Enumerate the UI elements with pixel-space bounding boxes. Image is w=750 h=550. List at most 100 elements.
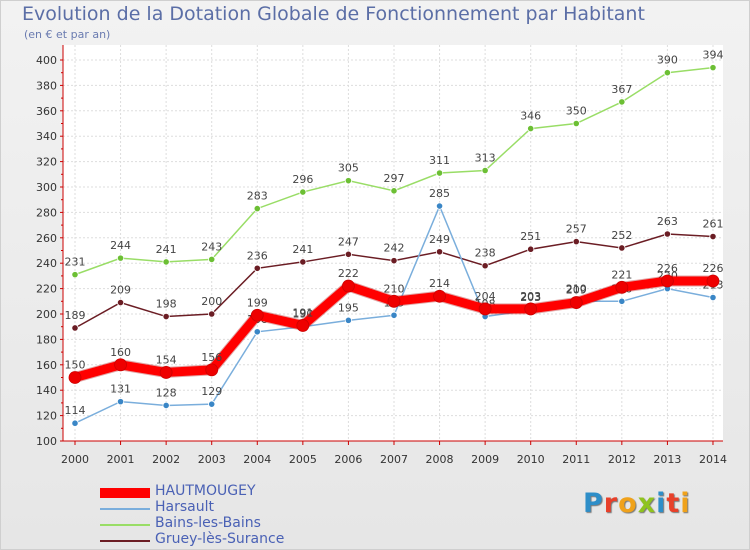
legend-swatch xyxy=(100,488,150,498)
data-label: 203 xyxy=(520,290,541,303)
data-label: 210 xyxy=(566,282,587,295)
x-tick-label: 2012 xyxy=(608,453,636,466)
data-label: 394 xyxy=(702,49,723,62)
data-label: 244 xyxy=(110,239,131,252)
y-tick-label: 340 xyxy=(36,130,57,143)
data-label: 222 xyxy=(338,267,359,280)
data-point xyxy=(296,319,310,332)
data-label: 198 xyxy=(156,298,177,311)
y-tick-label: 320 xyxy=(36,156,57,169)
data-label: 210 xyxy=(383,282,404,295)
chart-subtitle: (en € et par an) xyxy=(24,28,111,41)
data-point xyxy=(478,302,492,316)
data-label: 346 xyxy=(520,110,541,123)
data-label: 283 xyxy=(247,190,268,203)
data-label: 297 xyxy=(383,172,404,185)
data-label: 296 xyxy=(292,173,313,186)
y-tick-label: 160 xyxy=(36,359,57,372)
data-label: 241 xyxy=(156,243,177,256)
data-point xyxy=(208,310,216,318)
data-point xyxy=(116,398,125,406)
data-point xyxy=(709,64,717,72)
data-point xyxy=(433,289,446,303)
data-label: 261 xyxy=(702,218,723,231)
y-tick-label: 360 xyxy=(36,105,57,118)
data-point xyxy=(661,274,674,288)
data-point xyxy=(299,258,307,266)
logo-letter: o xyxy=(618,488,638,519)
data-point xyxy=(344,250,353,258)
x-tick-label: 2004 xyxy=(243,453,271,466)
data-point xyxy=(435,248,444,256)
data-point xyxy=(527,245,535,253)
data-label: 305 xyxy=(338,162,359,175)
data-label: 195 xyxy=(338,301,359,314)
legend-label: Harsault xyxy=(155,499,214,515)
data-point xyxy=(663,69,672,77)
data-label: 390 xyxy=(657,54,678,67)
data-label: 131 xyxy=(110,383,131,396)
data-label: 243 xyxy=(201,240,222,253)
data-point xyxy=(114,358,127,372)
data-point xyxy=(481,262,489,270)
data-point xyxy=(116,298,125,307)
y-tick-label: 220 xyxy=(36,283,57,296)
data-point xyxy=(390,187,398,195)
data-point xyxy=(250,308,264,322)
data-point xyxy=(618,297,626,305)
y-tick-label: 240 xyxy=(36,257,57,270)
x-tick-label: 2013 xyxy=(653,453,681,466)
data-label: 200 xyxy=(201,295,222,308)
data-point xyxy=(524,302,538,316)
y-tick-label: 100 xyxy=(36,435,57,448)
x-tick-label: 2002 xyxy=(152,453,180,466)
data-label: 252 xyxy=(611,229,632,242)
data-point xyxy=(709,293,717,302)
logo-letter: i xyxy=(680,488,691,519)
data-point xyxy=(344,316,353,324)
logo-letter: x xyxy=(637,488,657,519)
y-tick-label: 260 xyxy=(36,232,57,245)
x-tick-label: 2014 xyxy=(699,453,727,466)
y-tick-label: 400 xyxy=(36,54,57,67)
data-point xyxy=(208,255,216,263)
data-point xyxy=(71,324,79,332)
data-label: 263 xyxy=(657,215,678,228)
chart-title: Evolution de la Dotation Globale de Fonc… xyxy=(22,3,645,25)
data-label: 311 xyxy=(429,154,450,167)
data-point xyxy=(618,98,626,106)
data-point xyxy=(435,169,444,177)
logo-letter: P xyxy=(583,488,604,519)
logo-letter: r xyxy=(603,488,619,519)
x-tick-label: 2011 xyxy=(562,453,590,466)
data-point xyxy=(618,244,626,252)
y-tick-label: 120 xyxy=(36,410,57,423)
data-point xyxy=(706,274,720,288)
y-tick-label: 180 xyxy=(36,333,57,346)
data-label: 214 xyxy=(429,277,450,290)
data-label: 189 xyxy=(65,309,86,322)
data-label: 209 xyxy=(566,284,587,297)
data-label: 367 xyxy=(611,83,632,96)
data-point xyxy=(663,230,672,238)
data-point xyxy=(390,311,398,319)
data-point xyxy=(68,371,82,384)
data-label: 128 xyxy=(156,386,177,399)
x-tick-label: 2010 xyxy=(517,453,545,466)
data-point xyxy=(162,312,170,321)
data-point xyxy=(435,202,444,210)
data-label: 249 xyxy=(429,233,450,246)
data-point xyxy=(615,280,629,294)
data-label: 231 xyxy=(65,256,86,269)
data-label: 150 xyxy=(65,359,86,372)
x-tick-label: 2008 xyxy=(426,453,454,466)
data-label: 257 xyxy=(566,223,587,236)
legend-label: Gruey-lès-Surance xyxy=(155,531,285,547)
data-label: 199 xyxy=(247,296,268,309)
data-label: 238 xyxy=(475,247,496,260)
legend-swatch xyxy=(100,508,150,510)
data-label: 226 xyxy=(657,262,678,275)
data-label: 160 xyxy=(110,346,131,359)
data-label: 247 xyxy=(338,235,359,248)
data-point xyxy=(116,254,125,262)
